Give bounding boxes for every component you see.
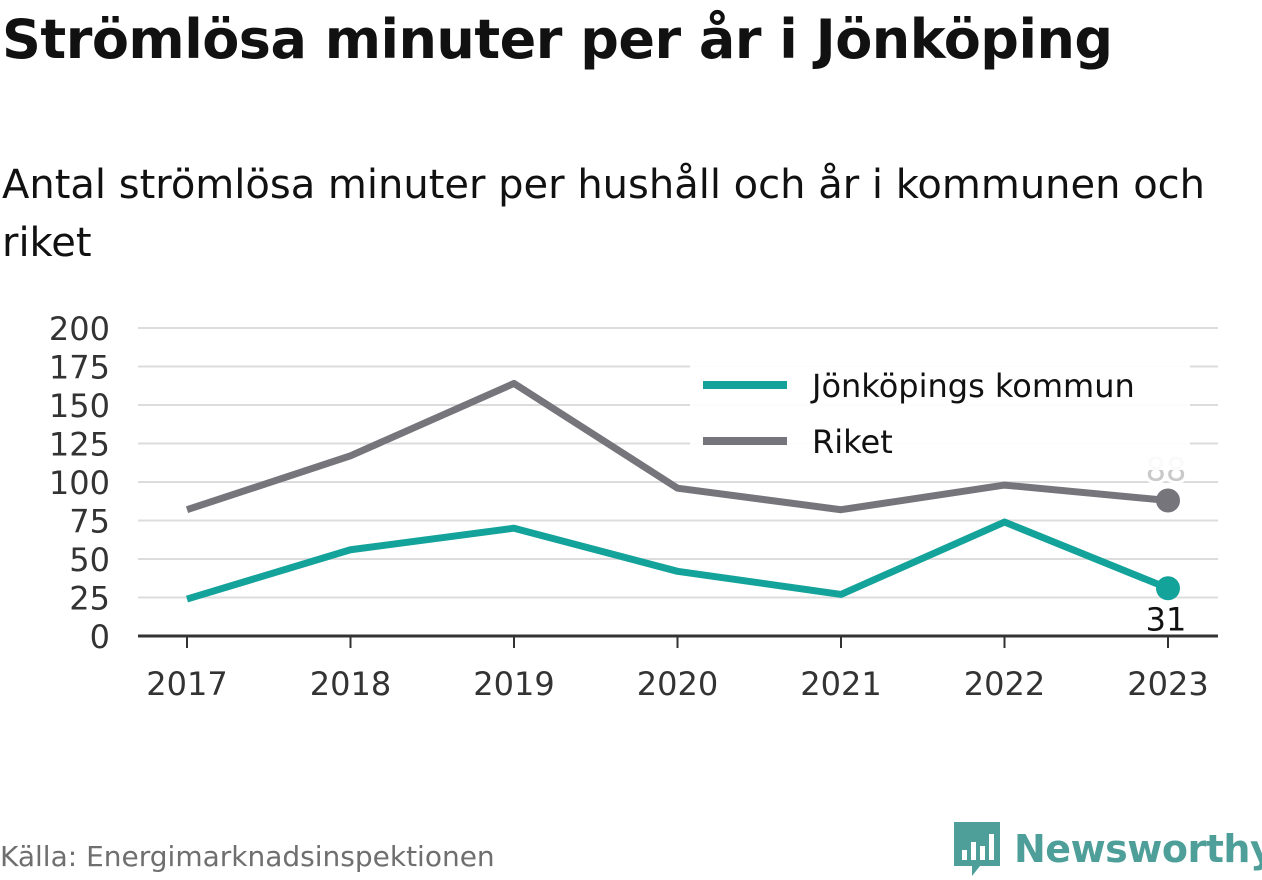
y-tick-label: 150	[49, 387, 110, 425]
y-tick-label: 75	[69, 503, 110, 541]
brand-logo: Newsworthy	[950, 818, 1262, 880]
newsworthy-logo-icon	[954, 822, 1000, 876]
chart-subtitle: Antal strömlösa minuter per hushåll och …	[2, 162, 1206, 266]
x-tick-label: 2021	[800, 665, 881, 703]
x-axis-ticks: 2017 2018 2019 2020 2021 2022 2023	[146, 636, 1209, 703]
y-tick-label: 175	[49, 349, 110, 387]
brand-name: Newsworthy	[1014, 827, 1262, 871]
series-end-label-0: 31	[1146, 600, 1187, 638]
y-tick-label: 200	[49, 310, 110, 348]
source-note: Källa: Energimarknadsinspektionen	[0, 840, 495, 873]
legend-label-1: Riket	[812, 423, 893, 461]
series-end-point-0	[1156, 576, 1180, 601]
y-tick-label: 0	[90, 618, 110, 656]
legend: Jönköpings kommun Riket	[690, 360, 1190, 470]
series-end-point-1	[1156, 488, 1180, 513]
x-tick-label: 2017	[146, 665, 227, 703]
series-line-0	[185, 518, 1170, 603]
y-tick-label: 50	[69, 541, 110, 579]
series-line-1	[185, 379, 1169, 514]
x-tick-label: 2022	[964, 665, 1045, 703]
legend-label-0: Jönköpings kommun	[810, 367, 1135, 405]
x-tick-label: 2020	[637, 665, 718, 703]
y-tick-label: 125	[49, 426, 110, 464]
x-tick-label: 2019	[473, 665, 554, 703]
x-tick-label: 2023	[1127, 665, 1208, 703]
y-tick-label: 25	[69, 580, 110, 618]
x-tick-label: 2018	[310, 665, 391, 703]
legend-background	[690, 360, 1190, 470]
y-tick-label: 100	[49, 464, 110, 502]
chart-title: Strömlösa minuter per år i Jönköping	[2, 8, 1113, 71]
